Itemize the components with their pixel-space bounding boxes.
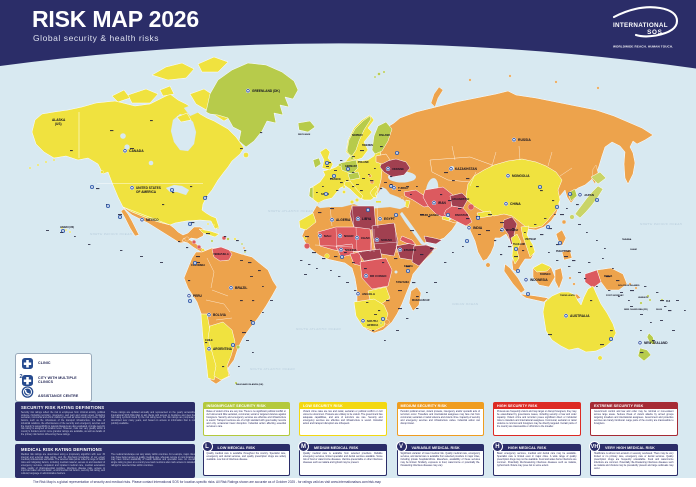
- svg-text:DR CONGO: DR CONGO: [370, 274, 387, 278]
- svg-text:INDONESIA: INDONESIA: [530, 278, 548, 282]
- svg-text:RUSSIA: RUSSIA: [518, 138, 531, 142]
- svg-text:WORLDWIDE REACH. HUMAN TOUCH.: WORLDWIDE REACH. HUMAN TOUCH.: [613, 45, 673, 49]
- svg-text:THAILAND: THAILAND: [513, 243, 525, 246]
- svg-text:VANUATU: VANUATU: [638, 296, 649, 299]
- svg-text:TURKEY: TURKEY: [398, 186, 409, 190]
- svg-text:GUAM: GUAM: [630, 248, 637, 251]
- svg-text:VENEZUELA: VENEZUELA: [213, 252, 229, 256]
- svg-text:TARAWA: TARAWA: [622, 238, 632, 241]
- svg-text:SOUTH ATLANTIC OCEAN: SOUTH ATLANTIC OCEAN: [296, 327, 341, 331]
- svg-text:POLAND: POLAND: [358, 161, 369, 164]
- svg-text:EGYPT: EGYPT: [384, 217, 395, 221]
- svg-text:OF AMERICA: OF AMERICA: [136, 190, 157, 194]
- svg-text:ETHIOPIA: ETHIOPIA: [404, 248, 416, 252]
- svg-text:(US): (US): [55, 122, 62, 126]
- svg-text:NEW ZEALAND: NEW ZEALAND: [644, 341, 668, 345]
- svg-text:AFRICA: AFRICA: [367, 323, 379, 327]
- svg-text:REYKJAVIK: REYKJAVIK: [298, 133, 311, 136]
- svg-text:2: 2: [20, 374, 23, 380]
- svg-text:KAZAKHSTAN: KAZAKHSTAN: [455, 167, 478, 171]
- svg-text:GREENLAND (DK): GREENLAND (DK): [252, 89, 280, 93]
- svg-text:VIETNAM: VIETNAM: [525, 238, 536, 241]
- svg-text:CHAD: CHAD: [361, 236, 370, 240]
- svg-text:HAWAII (US): HAWAII (US): [60, 226, 74, 229]
- svg-text:CHILE: CHILE: [205, 338, 213, 342]
- svg-text:INTERNATIONAL: INTERNATIONAL: [613, 22, 668, 29]
- svg-text:FALKLAND ISLANDS (UK): FALKLAND ISLANDS (UK): [236, 383, 263, 386]
- svg-text:SUVA: SUVA: [656, 308, 662, 311]
- svg-text:NORTH PACIFIC OCEAN: NORTH PACIFIC OCEAN: [90, 232, 133, 236]
- svg-text:SOLOMON ISLANDS: SOLOMON ISLANDS: [618, 284, 640, 287]
- svg-text:SOUTH ATLANTIC OCEAN: SOUTH ATLANTIC OCEAN: [250, 367, 295, 371]
- svg-text:UKRAINE: UKRAINE: [392, 167, 404, 171]
- svg-text:COLOMBIA: COLOMBIA: [191, 263, 205, 267]
- svg-text:MADAGASCAR: MADAGASCAR: [412, 299, 430, 302]
- svg-text:TANZANIA: TANZANIA: [396, 280, 409, 284]
- svg-text:PERU: PERU: [193, 294, 203, 298]
- svg-text:BORNEO: BORNEO: [540, 273, 551, 276]
- svg-text:LIBYA: LIBYA: [362, 217, 372, 221]
- svg-text:UNITED STATES: UNITED STATES: [136, 186, 161, 190]
- svg-text:FINLAND: FINLAND: [379, 134, 390, 137]
- svg-text:MYANMAR: MYANMAR: [506, 229, 519, 232]
- svg-text:GERMANY: GERMANY: [345, 165, 358, 168]
- svg-text:CHINA: CHINA: [510, 202, 521, 206]
- svg-text:AFGHANISTAN: AFGHANISTAN: [452, 198, 469, 201]
- svg-text:ALASKA: ALASKA: [52, 118, 66, 122]
- svg-text:NIGER: NIGER: [344, 234, 354, 238]
- svg-text:MALI: MALI: [324, 234, 331, 238]
- svg-text:ARGENTINA: ARGENTINA: [213, 347, 233, 351]
- svg-text:SWEDEN: SWEDEN: [362, 144, 373, 147]
- svg-text:FRANCE: FRANCE: [330, 177, 341, 181]
- svg-text:SUDAN: SUDAN: [381, 238, 392, 242]
- svg-text:SOS: SOS: [647, 29, 662, 36]
- svg-text:NORTH ATLANTIC OCEAN: NORTH ATLANTIC OCEAN: [268, 209, 314, 213]
- svg-text:PAKISTAN: PAKISTAN: [455, 213, 468, 217]
- svg-text:INDIA: INDIA: [473, 226, 483, 230]
- svg-text:MEXICO: MEXICO: [146, 218, 159, 222]
- svg-text:SAUDI ARABIA: SAUDI ARABIA: [420, 213, 439, 217]
- svg-text:PORT MORESBY: PORT MORESBY: [606, 295, 624, 297]
- svg-text:ALGERIA: ALGERIA: [336, 218, 351, 222]
- svg-text:NORWAY: NORWAY: [352, 134, 363, 137]
- svg-text:NORTH PACIFIC OCEAN: NORTH PACIFIC OCEAN: [640, 222, 683, 226]
- svg-text:NEW CALEDONIA (FR): NEW CALEDONIA (FR): [624, 308, 648, 311]
- svg-text:BRAZIL: BRAZIL: [235, 286, 247, 290]
- svg-text:PHILIPPINES: PHILIPPINES: [556, 250, 571, 253]
- svg-text:ANGOLA: ANGOLA: [362, 292, 376, 296]
- svg-text:FIJI: FIJI: [666, 300, 670, 303]
- svg-text:JAPAN: JAPAN: [584, 193, 594, 197]
- svg-text:AUSTRALIA: AUSTRALIA: [570, 314, 590, 318]
- svg-text:CANADA: CANADA: [129, 149, 144, 153]
- svg-text:BOLIVIA: BOLIVIA: [213, 313, 227, 317]
- svg-text:MONGOLIA: MONGOLIA: [512, 174, 530, 178]
- svg-text:IRAN: IRAN: [438, 201, 446, 205]
- svg-text:INDIAN OCEAN: INDIAN OCEAN: [452, 302, 479, 306]
- svg-text:SOUTH: SOUTH: [367, 319, 378, 323]
- svg-text:NIGERIA: NIGERIA: [345, 248, 357, 252]
- svg-text:TIMOR-LESTE: TIMOR-LESTE: [560, 295, 575, 297]
